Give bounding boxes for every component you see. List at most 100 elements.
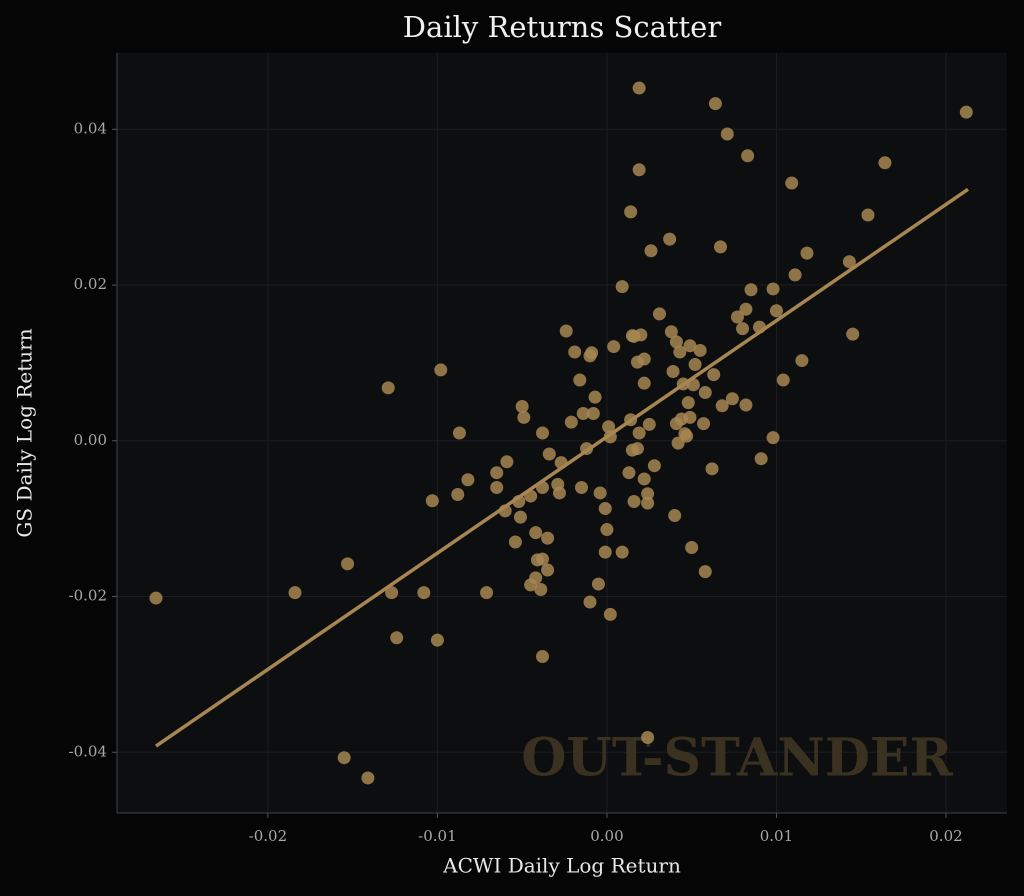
scatter-point xyxy=(515,400,529,414)
scatter-point xyxy=(776,373,790,387)
scatter-point xyxy=(630,442,644,456)
scatter-point xyxy=(741,149,755,163)
scatter-point xyxy=(683,410,697,424)
scatter-point xyxy=(337,751,351,765)
scatter-point xyxy=(647,459,661,473)
scatter-point xyxy=(385,586,399,600)
scatter-point xyxy=(622,466,636,480)
watermark: OUT-STANDER xyxy=(521,728,953,789)
scatter-point xyxy=(681,396,695,410)
chart-title: Daily Returns Scatter xyxy=(403,10,722,44)
scatter-point xyxy=(607,340,621,354)
scatter-point xyxy=(361,771,375,785)
scatter-point xyxy=(627,495,641,509)
scatter-point xyxy=(688,357,702,371)
x-tick-label: 0.01 xyxy=(760,827,793,845)
scatter-point xyxy=(736,322,750,336)
y-tick-label: 0.04 xyxy=(74,119,107,137)
scatter-point xyxy=(632,81,646,95)
scatter-point xyxy=(576,407,590,421)
scatter-point xyxy=(536,552,550,566)
scatter-point xyxy=(795,354,809,368)
scatter-point xyxy=(668,509,682,523)
scatter-point xyxy=(536,426,550,440)
x-tick-label: -0.02 xyxy=(249,827,287,845)
scatter-point xyxy=(685,540,699,554)
scatter-point xyxy=(603,607,617,621)
scatter-point xyxy=(573,373,587,387)
scatter-point xyxy=(730,310,744,324)
scatter-point xyxy=(381,381,395,395)
scatter-point xyxy=(959,105,973,119)
y-tick-label: -0.04 xyxy=(69,742,107,760)
scatter-point xyxy=(637,376,651,390)
scatter-point xyxy=(785,176,799,190)
scatter-point xyxy=(683,339,697,353)
x-tick-label: -0.01 xyxy=(418,827,456,845)
scatter-point xyxy=(593,486,607,500)
scatter-point xyxy=(766,282,780,296)
scatter-point xyxy=(615,280,629,294)
scatter-point xyxy=(673,345,687,359)
scatter-point xyxy=(634,328,648,342)
scatter-point xyxy=(602,420,616,434)
scatter-point xyxy=(666,364,680,378)
scatter-point xyxy=(725,392,739,406)
scatter-point xyxy=(500,455,514,469)
scatter-point xyxy=(715,399,729,413)
x-tick-label: 0.02 xyxy=(929,827,962,845)
scatter-point xyxy=(288,586,302,600)
y-tick-label: -0.02 xyxy=(69,587,107,605)
scatter-point xyxy=(641,730,655,744)
scatter-point xyxy=(600,523,614,537)
scatter-point xyxy=(585,346,599,360)
trend-line xyxy=(155,187,969,748)
scatter-point xyxy=(452,426,466,440)
scatter-point xyxy=(425,494,439,508)
scatter-point xyxy=(663,232,677,246)
scatter-point xyxy=(541,563,555,577)
y-tick-label: 0.00 xyxy=(74,431,107,449)
scatter-point xyxy=(615,545,629,559)
scatter-point xyxy=(542,447,556,461)
scatter-point xyxy=(698,565,712,579)
scatter-point xyxy=(417,586,431,600)
scatter-point xyxy=(598,502,612,516)
scatter-point xyxy=(769,304,783,318)
scatter-point xyxy=(598,545,612,559)
scatter-point xyxy=(788,268,802,282)
scatter-point xyxy=(644,244,658,258)
scatter-point xyxy=(632,163,646,177)
scatter-point xyxy=(878,156,892,170)
scatter-point xyxy=(697,417,711,431)
scatter-point xyxy=(451,488,465,502)
scatter-point xyxy=(632,426,646,440)
scatter-point xyxy=(434,363,448,377)
scatter-point xyxy=(390,631,404,645)
scatter-point xyxy=(714,240,728,254)
plot-area xyxy=(117,53,1007,813)
scatter-point xyxy=(490,466,504,480)
scatter-point xyxy=(490,481,504,495)
scatter-point xyxy=(430,633,444,647)
scatter-point xyxy=(574,481,588,495)
scatter-point xyxy=(564,415,578,429)
scatter-point xyxy=(461,473,475,487)
x-tick-label: 0.00 xyxy=(590,827,623,845)
scatter-point xyxy=(149,591,163,605)
scatter-point xyxy=(536,649,550,663)
scatter-point xyxy=(698,386,712,400)
scatter-point xyxy=(583,595,597,609)
scatter-point xyxy=(642,417,656,431)
scatter-point xyxy=(739,302,753,316)
scatter-point xyxy=(707,368,721,382)
y-axis-label: GS Daily Log Return xyxy=(13,328,37,537)
scatter-point xyxy=(842,255,856,269)
scatter-point xyxy=(541,531,555,545)
scatter-point xyxy=(529,571,543,585)
scatter-point xyxy=(652,307,666,321)
scatter-point xyxy=(708,97,722,111)
scatter-point xyxy=(341,557,355,571)
scatter-point xyxy=(508,535,522,549)
